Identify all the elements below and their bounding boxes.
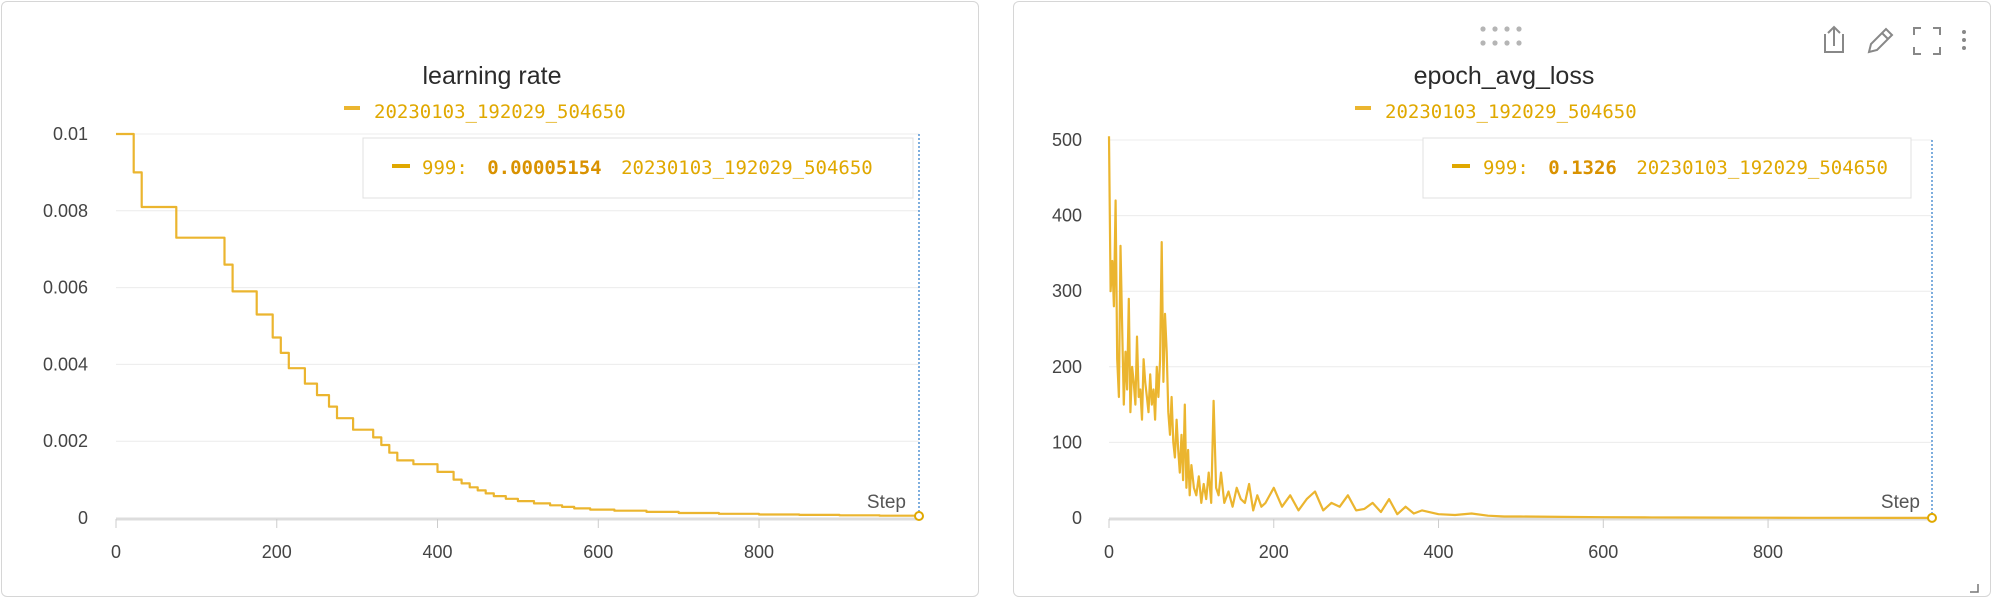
x-tick-label: 400 [422, 542, 452, 562]
y-tick-label: 0.006 [43, 278, 88, 298]
y-tick-label: 0.008 [43, 201, 88, 221]
y-tick-label: 100 [1052, 432, 1082, 452]
tooltip-line: 999: 0.1326 20230103_192029_504650 [1483, 157, 1888, 179]
x-tick-label: 600 [1588, 542, 1618, 562]
share-icon[interactable] [1824, 25, 1844, 53]
drag-handle-icon[interactable] [1480, 26, 1522, 46]
y-tick-label: 0 [78, 508, 88, 528]
chart-panel-learning-rate: learning rate 20230103_192029_504650 0 0.… [1, 1, 979, 597]
tooltip-line: 999: 0.00005154 20230103_192029_504650 [422, 157, 873, 179]
fullscreen-icon[interactable] [1913, 27, 1941, 55]
y-tick-label: 300 [1052, 281, 1082, 301]
x-tick-label: 600 [583, 542, 613, 562]
x-tick-label: 200 [1259, 542, 1289, 562]
chart-title: learning rate [423, 62, 562, 90]
legend[interactable]: 20230103_192029_504650 [344, 101, 626, 123]
plot-area[interactable]: 0 0.002 0.004 0.006 0.008 0.01 0 200 400 600 800 [43, 124, 924, 562]
tooltip-step: 999: [1483, 157, 1529, 179]
hover-point [914, 511, 924, 522]
tooltip-value: 0.1326 [1548, 157, 1617, 179]
chart-learning-rate: learning rate 20230103_192029_504650 0 0.… [43, 62, 924, 562]
y-tick-label: 500 [1052, 130, 1082, 150]
legend-swatch [344, 106, 360, 110]
tooltip-swatch [1452, 164, 1470, 168]
tooltip-value: 0.00005154 [487, 157, 601, 179]
x-tick-label: 800 [744, 542, 774, 562]
series-line[interactable] [116, 132, 921, 517]
y-tick-label: 0.004 [43, 354, 88, 374]
y-tick-label: 0.01 [53, 124, 88, 144]
edit-icon[interactable] [1867, 27, 1894, 54]
y-tick-label: 0 [1072, 508, 1082, 528]
hover-tooltip: 999: 0.00005154 20230103_192029_504650 [362, 137, 914, 199]
y-tick-label: 0.002 [43, 431, 88, 451]
legend-label: 20230103_192029_504650 [1385, 101, 1637, 123]
x-tick-label: 200 [262, 542, 292, 562]
more-icon[interactable] [1962, 30, 1966, 50]
x-tick-label: 0 [1104, 542, 1114, 562]
tooltip-run: 20230103_192029_504650 [621, 157, 873, 179]
chart-panel-epoch-avg-loss: epoch_avg_loss 20230103_192029_504650 [1013, 1, 1991, 597]
x-tick-label: 0 [111, 542, 121, 562]
x-tick-label: 400 [1424, 542, 1454, 562]
x-axis-step-label: Step [867, 492, 906, 513]
chart-epoch-avg-loss: epoch_avg_loss 20230103_192029_504650 [1052, 25, 1979, 593]
series-line[interactable] [1107, 136, 1932, 519]
chart-title: epoch_avg_loss [1414, 62, 1595, 90]
legend-label: 20230103_192029_504650 [374, 101, 626, 123]
x-axis-step-label: Step [1881, 492, 1920, 513]
tooltip-run: 20230103_192029_504650 [1636, 157, 1888, 179]
legend-swatch [1355, 106, 1371, 110]
legend[interactable]: 20230103_192029_504650 [1355, 101, 1637, 123]
hover-tooltip: 999: 0.1326 20230103_192029_504650 [1422, 137, 1912, 199]
tooltip-step: 999: [422, 157, 468, 179]
x-tick-label: 800 [1753, 542, 1783, 562]
hover-point [1927, 512, 1937, 523]
resize-handle-icon[interactable] [1970, 584, 1979, 593]
y-tick-label: 200 [1052, 357, 1082, 377]
y-tick-label: 400 [1052, 206, 1082, 226]
tooltip-swatch [392, 164, 410, 168]
